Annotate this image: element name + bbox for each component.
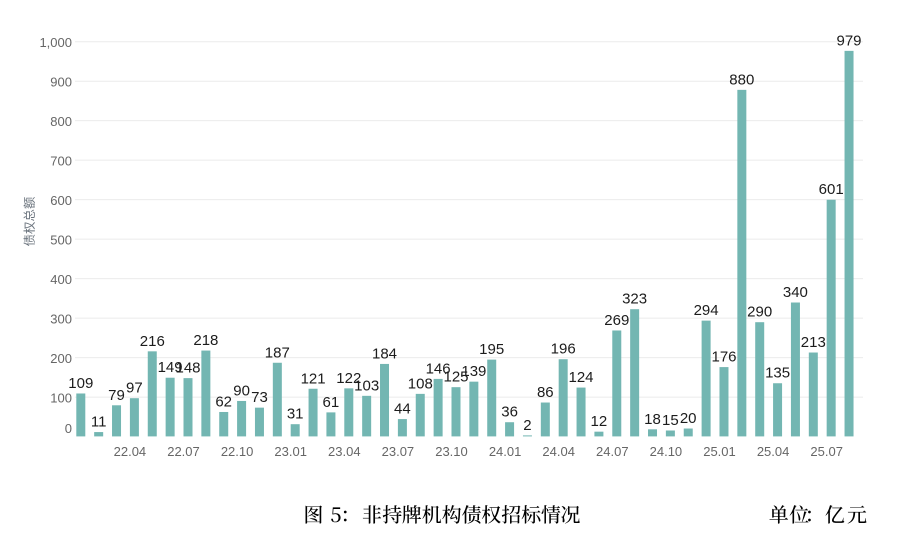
svg-text:700: 700 [50,154,72,169]
svg-text:216: 216 [140,333,165,350]
svg-text:146: 146 [426,360,451,377]
svg-text:269: 269 [604,312,629,329]
svg-text:200: 200 [50,351,72,366]
svg-text:24.07: 24.07 [596,444,629,459]
svg-text:300: 300 [50,312,72,327]
svg-text:23.04: 23.04 [328,444,361,459]
svg-text:125: 125 [443,369,468,386]
svg-text:196: 196 [551,341,576,358]
svg-text:187: 187 [265,344,290,361]
svg-text:880: 880 [729,71,754,88]
svg-text:97: 97 [126,380,143,397]
svg-text:2: 2 [523,417,531,434]
svg-text:44: 44 [394,401,411,418]
svg-text:22.07: 22.07 [167,444,200,459]
svg-text:184: 184 [372,345,397,362]
svg-text:109: 109 [68,375,93,392]
svg-text:500: 500 [50,233,72,248]
svg-text:135: 135 [765,365,790,382]
svg-text:139: 139 [461,363,486,380]
svg-text:124: 124 [568,369,593,386]
svg-text:100: 100 [50,391,72,406]
svg-text:294: 294 [694,302,719,319]
svg-text:122: 122 [336,370,361,387]
svg-text:24.01: 24.01 [489,444,522,459]
svg-text:213: 213 [801,334,826,351]
svg-text:23.07: 23.07 [382,444,415,459]
svg-text:121: 121 [301,370,326,387]
svg-text:195: 195 [479,341,504,358]
svg-text:31: 31 [287,406,304,423]
svg-text:108: 108 [408,375,433,392]
svg-text:36: 36 [501,404,518,421]
svg-text:400: 400 [50,272,72,287]
svg-text:12: 12 [591,413,608,430]
svg-text:18: 18 [644,411,661,428]
svg-text:11: 11 [91,414,107,431]
svg-text:601: 601 [819,181,844,198]
svg-text:25.01: 25.01 [703,444,736,459]
svg-text:25.04: 25.04 [757,444,790,459]
svg-text:61: 61 [323,394,340,411]
svg-text:600: 600 [50,193,72,208]
svg-text:800: 800 [50,114,72,129]
svg-text:0: 0 [65,421,72,436]
svg-text:1,000: 1,000 [39,35,72,50]
svg-text:90: 90 [233,383,250,400]
svg-text:23.10: 23.10 [435,444,468,459]
svg-text:23.01: 23.01 [274,444,307,459]
svg-text:900: 900 [50,75,72,90]
svg-text:15: 15 [662,412,679,429]
svg-text:176: 176 [711,349,736,366]
svg-text:24.04: 24.04 [542,444,575,459]
svg-text:218: 218 [193,332,218,349]
svg-text:103: 103 [354,377,379,394]
svg-text:979: 979 [836,32,861,49]
svg-text:323: 323 [622,291,647,308]
svg-text:86: 86 [537,384,554,401]
svg-text:148: 148 [175,360,200,377]
svg-text:149: 149 [158,359,183,376]
svg-text:22.10: 22.10 [221,444,254,459]
svg-text:62: 62 [215,394,232,411]
svg-text:22.04: 22.04 [114,444,147,459]
svg-text:25.07: 25.07 [810,444,843,459]
svg-text:24.10: 24.10 [650,444,683,459]
svg-text:340: 340 [783,284,808,301]
svg-text:20: 20 [680,410,697,427]
svg-text:73: 73 [251,389,268,406]
svg-text:290: 290 [747,304,772,321]
svg-text:79: 79 [108,387,125,404]
